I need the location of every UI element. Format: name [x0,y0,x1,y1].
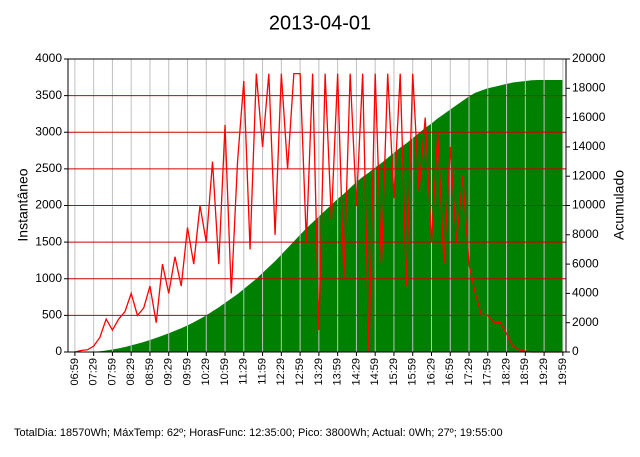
cumulative-area [74,79,563,353]
x-tick-label: 12:59 [294,358,306,386]
x-tick-label: 18:59 [519,358,531,386]
x-tick-label: 19:59 [557,358,569,386]
y2-tick-label: 4000 [572,286,599,300]
y2-tick-label: 6000 [572,256,599,270]
y2-tick-label: 16000 [572,110,606,124]
x-tick-label: 07:29 [88,358,100,386]
y-tick-label: 1000 [35,271,62,285]
y2-tick-label: 2000 [572,315,599,329]
y2-axis-label: Acumulado [611,170,627,240]
instant-line [74,73,563,353]
chart-title: 2013-04-01 [269,12,371,34]
y-tick-label: 500 [42,308,62,322]
y-tick-label: 1500 [35,234,62,248]
x-tick-label: 10:29 [200,358,212,386]
x-tick-label: 11:29 [238,358,250,385]
x-tick-label: 14:29 [350,358,362,386]
footer-note: TotalDia: 18570Wh; MáxTemp: 62º; HorasFu… [14,427,503,439]
x-tick-label: 15:29 [388,358,400,386]
y2-tick-label: 12000 [572,168,606,182]
x-tick-label: 16:29 [425,358,437,386]
y-tick-label: 3500 [35,88,62,102]
x-tick-label: 17:59 [482,358,494,386]
x-tick-label: 18:29 [500,358,512,386]
x-tick-label: 13:59 [332,358,344,386]
x-tick-label: 19:29 [538,358,550,386]
y2-tick-label: 20000 [572,51,606,65]
x-tick-label: 09:59 [181,358,193,386]
y-tick-label: 0 [55,344,62,358]
x-tick-label: 10:59 [219,358,231,386]
x-tick-label: 11:59 [256,358,268,385]
x-tick-label: 08:59 [144,358,156,386]
x-tick-label: 12:29 [275,358,287,386]
x-tick-label: 07:59 [106,358,118,386]
x-tick-label: 15:59 [407,358,419,386]
y-tick-label: 2500 [35,161,62,175]
y2-tick-label: 0 [572,344,579,358]
x-tick-label: 06:59 [69,358,81,386]
y-tick-label: 4000 [35,51,62,65]
x-tick-label: 08:29 [125,358,137,386]
x-tick-label: 16:59 [444,358,456,386]
y2-tick-label: 8000 [572,227,599,241]
y-tick-label: 3000 [35,124,62,138]
y2-tick-label: 10000 [572,198,606,212]
x-tick-label: 09:29 [163,358,175,386]
x-tick-label: 14:59 [369,358,381,386]
y-tick-label: 2000 [35,198,62,212]
x-tick-label: 13:29 [313,358,325,386]
y-axis-label: Instantâneo [15,168,31,241]
y2-tick-label: 14000 [572,139,606,153]
y2-tick-label: 18000 [572,80,606,94]
x-tick-label: 17:29 [463,358,475,386]
